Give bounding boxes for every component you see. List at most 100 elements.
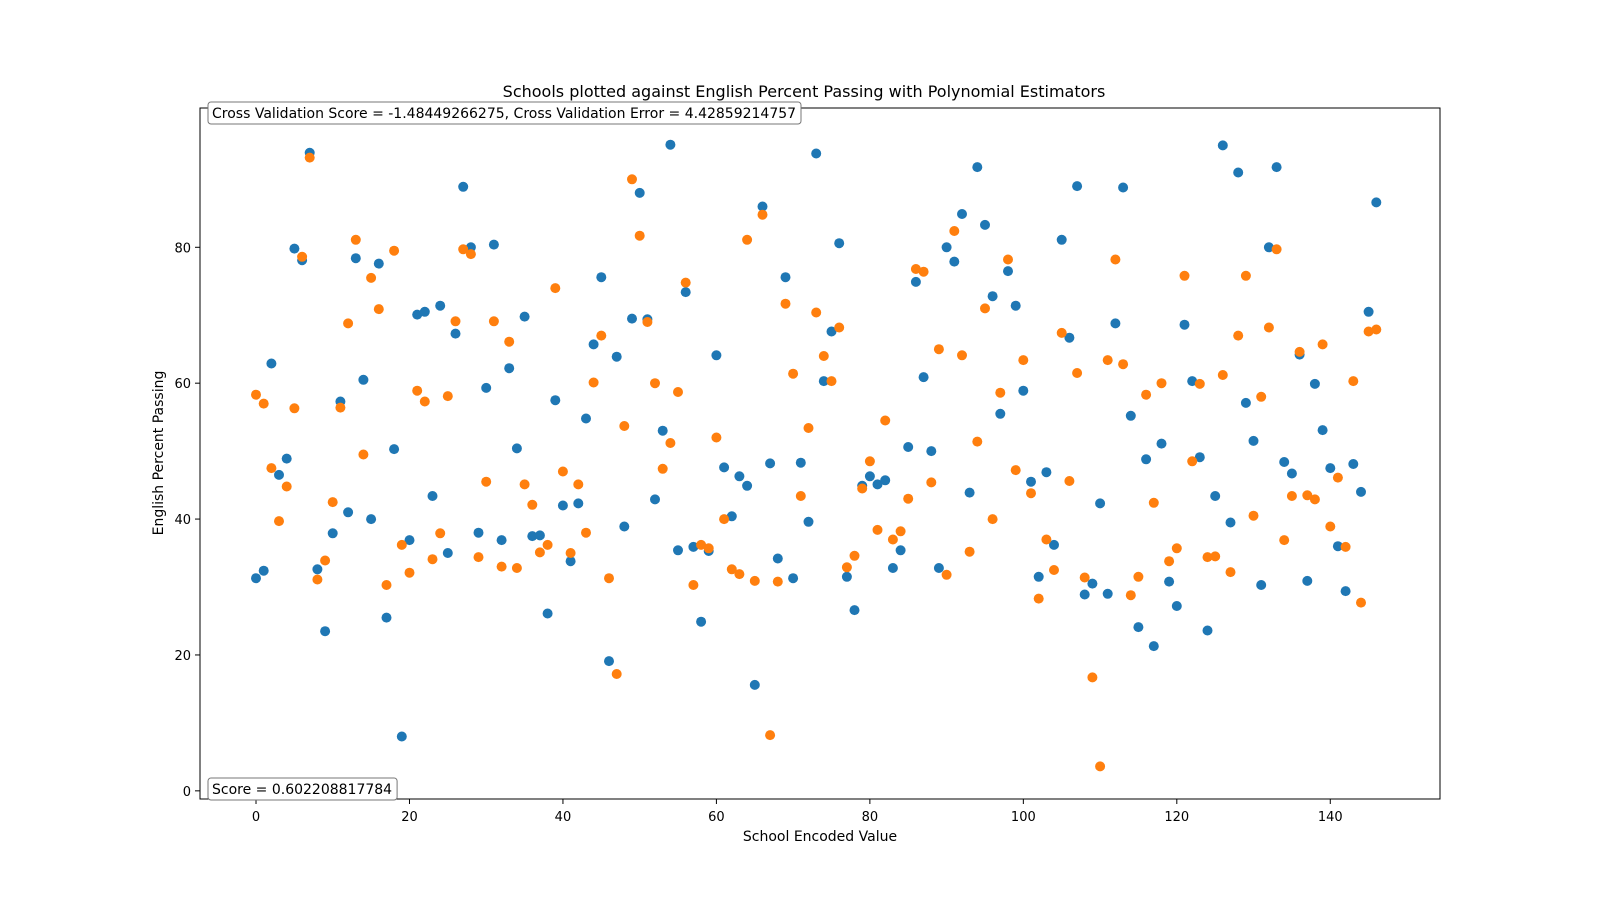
data-point-series-1 (903, 442, 914, 452)
data-point-series-2 (488, 316, 499, 327)
data-point-series-1 (1356, 486, 1366, 497)
data-point-series-1 (980, 219, 990, 230)
data-point-series-2 (1033, 593, 1044, 604)
data-point-series-1 (412, 309, 423, 320)
data-point-series-1 (849, 605, 860, 616)
data-point-series-1 (1156, 438, 1167, 449)
data-point-series-1 (1056, 234, 1067, 245)
data-point-series-2 (696, 539, 707, 550)
data-point-series-1 (1187, 376, 1198, 387)
data-point-series-2 (1133, 571, 1144, 582)
data-point-series-2 (957, 350, 967, 361)
data-point-series-1 (557, 500, 568, 511)
data-point-series-1 (995, 408, 1006, 419)
data-point-series-1 (343, 507, 354, 518)
data-point-series-1 (1026, 476, 1036, 487)
data-point-series-2 (857, 483, 868, 494)
data-point-series-1 (1302, 575, 1313, 586)
data-point-series-1 (473, 527, 484, 538)
data-point-series-1 (442, 548, 453, 558)
data-point-series-1 (788, 573, 799, 584)
data-point-series-2 (1210, 551, 1221, 562)
data-point-series-2 (657, 463, 668, 474)
data-point-series-2 (358, 449, 369, 460)
data-point-series-2 (949, 226, 960, 236)
data-point-series-2 (688, 580, 699, 590)
data-point-series-1 (742, 480, 753, 491)
data-point-series-2 (496, 561, 507, 572)
data-point-series-2 (1179, 270, 1190, 281)
data-point-series-2 (818, 351, 829, 361)
annotation-bottom-box (207, 777, 398, 801)
y-tick-label: 0 (183, 785, 191, 800)
data-point-series-1 (1141, 454, 1152, 465)
data-point-series-1 (1233, 167, 1244, 178)
data-point-series-1 (926, 446, 937, 457)
data-point-series-2 (1010, 465, 1021, 476)
x-axis-label: School Encoded Value (743, 829, 897, 845)
data-point-series-1 (680, 287, 691, 298)
data-point-series-2 (1018, 355, 1029, 366)
data-point-series-2 (1187, 456, 1198, 467)
data-point-series-1 (266, 358, 277, 369)
data-point-series-1 (757, 201, 768, 212)
data-point-series-2 (734, 569, 745, 580)
data-point-series-1 (918, 372, 929, 383)
data-point-series-2 (581, 527, 591, 538)
data-point-series-2 (1148, 497, 1159, 508)
data-point-series-1 (1110, 318, 1121, 329)
data-point-series-1 (1164, 576, 1175, 587)
data-point-series-2 (557, 466, 568, 477)
data-point-series-1 (427, 491, 438, 501)
data-point-series-2 (389, 245, 400, 256)
data-point-series-2 (772, 576, 783, 587)
data-point-series-2 (749, 575, 760, 586)
data-point-series-2 (1302, 490, 1313, 501)
data-point-series-1 (1225, 517, 1236, 528)
data-point-series-2 (266, 463, 277, 474)
data-point-series-1 (949, 256, 960, 267)
data-point-series-1 (350, 253, 361, 264)
cross-validation-annotation: Cross Validation Score = -1.48449266275,… (212, 106, 796, 122)
data-point-series-2 (918, 266, 929, 277)
data-point-series-1 (435, 300, 446, 311)
data-point-series-1 (803, 516, 814, 527)
data-point-series-1 (688, 541, 699, 552)
data-point-series-1 (657, 425, 668, 436)
data-point-series-2 (1294, 346, 1305, 357)
data-point-series-1 (1263, 242, 1274, 253)
data-point-series-1 (519, 311, 530, 322)
data-point-series-1 (834, 238, 845, 249)
data-point-series-2 (404, 567, 415, 578)
data-point-series-1 (1171, 601, 1182, 611)
data-point-series-2 (588, 377, 599, 388)
data-point-series-1 (1286, 468, 1297, 479)
data-point-series-1 (1271, 162, 1282, 173)
data-point-series-1 (258, 565, 269, 576)
data-point-series-2 (1041, 534, 1052, 545)
data-point-series-1 (404, 535, 415, 546)
data-point-series-1 (458, 181, 469, 192)
data-point-series-2 (1356, 597, 1366, 608)
x-tick-label: 120 (1164, 810, 1189, 825)
annotation-top-box (207, 101, 802, 125)
data-point-series-1 (573, 498, 584, 509)
data-point-series-1 (864, 471, 875, 482)
x-tick-label: 60 (708, 810, 725, 825)
data-point-series-1 (511, 443, 522, 454)
data-point-series-1 (604, 656, 614, 667)
data-point-series-1 (281, 453, 292, 464)
points-layer (251, 139, 1382, 772)
data-point-series-1 (1033, 571, 1044, 582)
data-point-series-1 (481, 382, 492, 393)
data-point-series-1 (1279, 457, 1290, 467)
data-point-series-2 (834, 322, 845, 333)
data-point-series-2 (887, 534, 898, 545)
data-point-series-1 (696, 616, 707, 627)
data-point-series-1 (496, 535, 507, 546)
data-point-series-1 (1133, 622, 1144, 633)
data-point-series-2 (604, 573, 614, 584)
data-point-series-1 (1102, 588, 1113, 599)
y-tick-label: 40 (174, 513, 191, 528)
data-point-series-2 (534, 547, 545, 558)
